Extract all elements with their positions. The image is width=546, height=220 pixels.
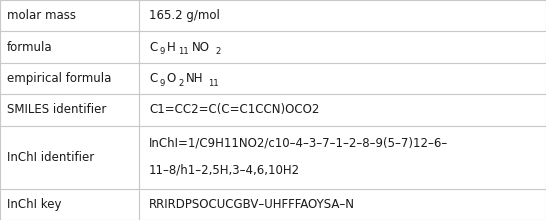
Text: 165.2 g/mol: 165.2 g/mol [149,9,220,22]
Text: InChI identifier: InChI identifier [7,151,94,164]
Text: 9: 9 [159,79,165,88]
Text: formula: formula [7,41,52,54]
Text: 2: 2 [215,48,221,57]
Text: 11: 11 [178,48,189,57]
Text: 9: 9 [159,48,165,57]
Text: InChI=1/C9H11NO2/c10–4–3–7–1–2–8–9(5–7)12–6–: InChI=1/C9H11NO2/c10–4–3–7–1–2–8–9(5–7)1… [149,136,448,149]
Text: H: H [167,41,175,54]
Text: 11–8/h1–2,5H,3–4,6,10H2: 11–8/h1–2,5H,3–4,6,10H2 [149,163,300,176]
Text: NO: NO [192,41,210,54]
Text: empirical formula: empirical formula [7,72,111,85]
Text: O: O [167,72,176,85]
Text: 11: 11 [208,79,219,88]
Text: RRIRDPSOCUCGBV–UHFFFAOYSA–N: RRIRDPSOCUCGBV–UHFFFAOYSA–N [149,198,355,211]
Text: C1=CC2=C(C=C1CCN)OCO2: C1=CC2=C(C=C1CCN)OCO2 [149,103,319,117]
Text: molar mass: molar mass [7,9,75,22]
Text: SMILES identifier: SMILES identifier [7,103,106,117]
Text: NH: NH [186,72,203,85]
Text: C: C [149,72,157,85]
Text: C: C [149,41,157,54]
Text: InChI key: InChI key [7,198,61,211]
Text: 2: 2 [179,79,184,88]
